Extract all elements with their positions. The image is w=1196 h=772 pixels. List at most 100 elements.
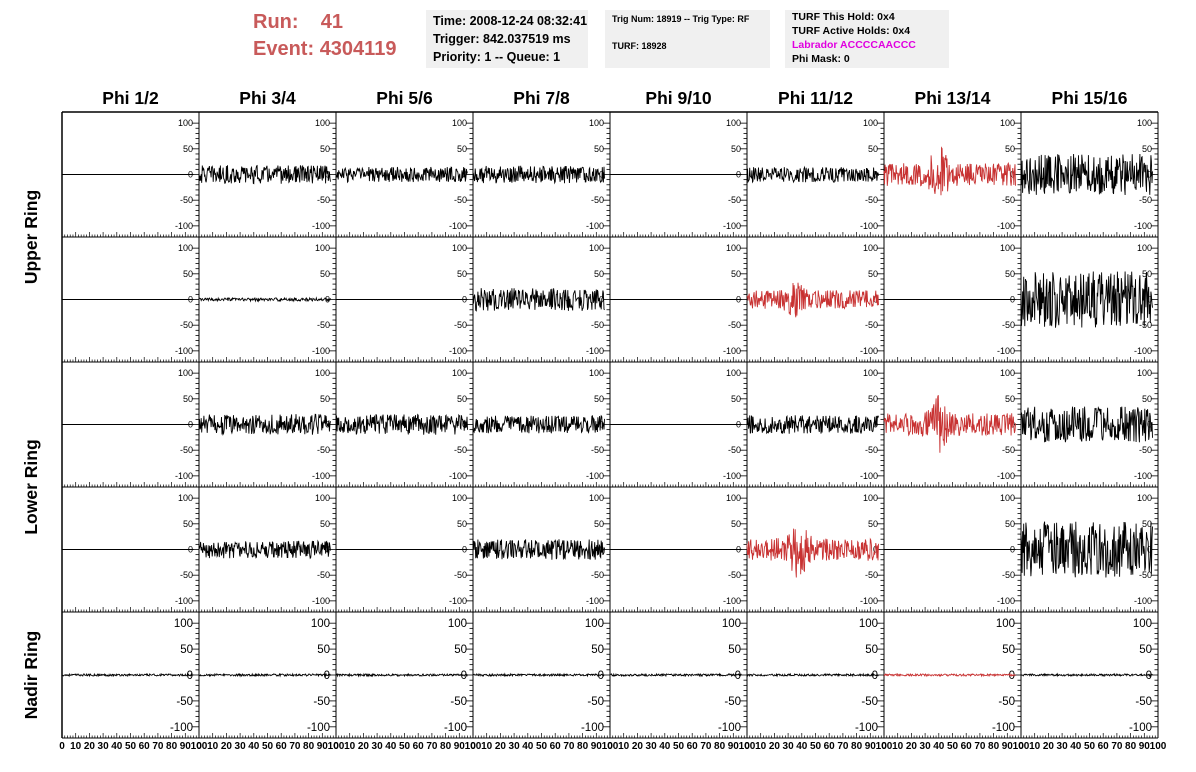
y-tick-label: -50: [317, 445, 330, 455]
y-tick-label: 0: [1009, 670, 1015, 682]
x-tick-label: 20: [632, 741, 644, 752]
x-tick-label: 60: [276, 741, 288, 752]
y-tick-label: 50: [1139, 644, 1152, 656]
ring-label: Lower Ring: [21, 439, 41, 534]
y-tick-label: -50: [1002, 445, 1015, 455]
y-tick-label: 50: [728, 644, 741, 656]
x-tick-label: 100: [739, 741, 756, 752]
event-label: Event:: [253, 38, 315, 60]
y-tick-label: 100: [452, 118, 467, 128]
labrador-text: Labrador ACCCCAACCC: [792, 39, 916, 51]
x-tick-label: 30: [646, 741, 658, 752]
y-tick-label: -50: [591, 320, 604, 330]
x-tick-label: 30: [372, 741, 384, 752]
waveform-trace: [61, 672, 194, 678]
y-tick-label: -100: [860, 471, 878, 481]
x-tick-label: 80: [577, 741, 589, 752]
y-tick-label: -50: [728, 320, 741, 330]
waveform-trace: [472, 414, 605, 434]
y-tick-label: 50: [1005, 519, 1015, 529]
y-tick-label: 100: [589, 243, 604, 253]
x-tick-label: 40: [248, 741, 260, 752]
y-tick-label: 50: [1002, 644, 1015, 656]
waveform-trace: [746, 165, 879, 184]
y-tick-label: 50: [317, 644, 330, 656]
y-tick-label: -50: [1002, 320, 1015, 330]
y-tick-label: 100: [174, 618, 193, 630]
x-tick-label: 20: [906, 741, 918, 752]
y-tick-label: 50: [320, 144, 330, 154]
y-tick-label: 100: [589, 493, 604, 503]
y-tick-label: 0: [873, 170, 878, 180]
x-tick-label: 0: [333, 741, 339, 752]
y-tick-label: 100: [722, 618, 741, 630]
x-tick-label: 30: [920, 741, 932, 752]
column-title: Phi 9/10: [645, 88, 711, 108]
y-tick-label: 100: [585, 618, 604, 630]
waveform-trace: [1020, 672, 1153, 678]
x-tick-label: 30: [98, 741, 110, 752]
run-event-header: Run: 41 Event: 4304119: [253, 9, 423, 63]
y-tick-label: 100: [452, 493, 467, 503]
y-tick-label: 100: [1000, 243, 1015, 253]
y-tick-label: 50: [594, 269, 604, 279]
y-tick-label: -50: [180, 320, 193, 330]
column-title: Phi 5/6: [376, 88, 433, 108]
y-tick-label: -100: [1134, 221, 1152, 231]
x-tick-label: 70: [152, 741, 164, 752]
y-tick-label: 100: [315, 368, 330, 378]
x-tick-label: 30: [1057, 741, 1069, 752]
y-tick-label: 100: [178, 493, 193, 503]
phi-mask-text: Phi Mask: 0: [792, 53, 850, 65]
y-tick-label: 100: [863, 368, 878, 378]
x-tick-label: 0: [470, 741, 476, 752]
waveform-trace: [746, 414, 879, 435]
x-tick-label: 80: [166, 741, 178, 752]
x-tick-label: 40: [659, 741, 671, 752]
x-tick-label: 70: [426, 741, 438, 752]
y-tick-label: 50: [320, 519, 330, 529]
x-tick-label: 60: [550, 741, 562, 752]
x-tick-label: 0: [1018, 741, 1024, 752]
x-tick-label: 90: [1139, 741, 1151, 752]
y-tick-label: 50: [868, 519, 878, 529]
y-tick-label: 50: [731, 519, 741, 529]
y-tick-label: -50: [1135, 696, 1152, 708]
waveform-trace: [609, 672, 742, 678]
y-tick-label: -100: [997, 596, 1015, 606]
y-tick-label: 100: [315, 243, 330, 253]
x-tick-label: 70: [700, 741, 712, 752]
y-tick-label: 100: [452, 368, 467, 378]
y-tick-label: 50: [591, 644, 604, 656]
y-tick-label: 0: [599, 420, 604, 430]
x-tick-label: 10: [755, 741, 767, 752]
waveform-trace: [746, 672, 879, 678]
y-tick-label: 50: [594, 144, 604, 154]
x-tick-label: 70: [289, 741, 301, 752]
y-tick-label: 0: [735, 670, 741, 682]
x-tick-label: 50: [125, 741, 137, 752]
y-tick-label: -50: [454, 445, 467, 455]
y-tick-label: 50: [180, 644, 193, 656]
y-tick-label: -50: [865, 570, 878, 580]
time-text: Time: 2008-12-24 08:32:41: [433, 14, 588, 28]
y-tick-label: -100: [860, 346, 878, 356]
x-tick-label: 40: [933, 741, 945, 752]
x-tick-label: 40: [385, 741, 397, 752]
x-tick-label: 0: [744, 741, 750, 752]
y-tick-label: 100: [726, 493, 741, 503]
y-tick-label: -100: [723, 221, 741, 231]
y-tick-label: -50: [317, 320, 330, 330]
